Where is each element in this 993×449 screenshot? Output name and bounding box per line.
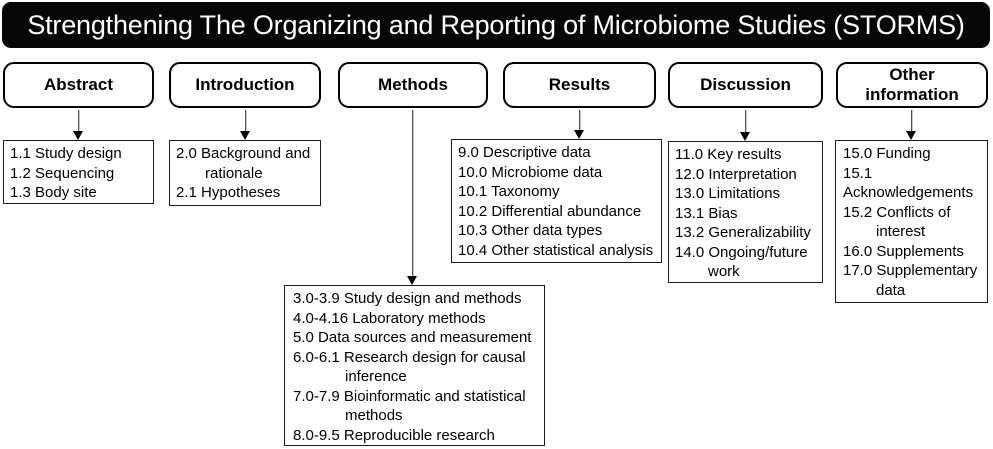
- list-item: 14.0 Ongoing/future work: [675, 243, 808, 281]
- list-item: 15.0 Funding: [843, 145, 931, 162]
- list-item: 4.0-4.16 Laboratory methods: [293, 309, 486, 327]
- section-header-methods: Methods: [338, 62, 488, 108]
- section-header-label: Abstract: [44, 75, 113, 94]
- arrow-down-icon: [906, 131, 916, 140]
- list-item: 11.0 Key results: [675, 146, 782, 163]
- section-header-label: Methods: [378, 75, 448, 94]
- list-item: 1.1 Study design: [10, 145, 122, 162]
- arrow-down-icon: [407, 276, 417, 285]
- arrow-discussion: [740, 110, 751, 141]
- list-item: 15.1 Acknowledgements: [843, 164, 974, 202]
- list-item: 10.3 Other data types: [458, 222, 603, 239]
- section-header-other-information: Other information: [836, 62, 988, 108]
- list-item: 17.0 Supplementary data: [843, 262, 978, 299]
- list-item: 2.1 Hypotheses: [176, 184, 281, 201]
- arrow-line: [910, 110, 913, 131]
- section-header-label: Discussion: [700, 75, 791, 94]
- list-item: 9.0 Descriptive data: [458, 144, 591, 161]
- section-header-label: Introduction: [195, 75, 295, 94]
- arrow-other-information: [906, 110, 917, 140]
- list-item: 10.2 Differential abundance: [458, 202, 642, 220]
- arrow-line: [77, 110, 80, 131]
- list-item: 10.1 Taxonomy: [458, 183, 560, 200]
- list-item: 2.0 Background and rationale: [176, 145, 311, 182]
- section-items-methods: 3.0-3.9 Study design and methods 4.0-4.16…: [284, 285, 545, 446]
- arrow-down-icon: [73, 131, 83, 140]
- arrow-down-icon: [574, 130, 584, 139]
- section-items-introduction: 2.0 Background and rationale 2.1 Hypothes…: [169, 140, 321, 206]
- section-header-introduction: Introduction: [169, 62, 321, 108]
- arrow-abstract: [73, 110, 84, 140]
- list-item: 7.0-7.9 Bioinformatic and statistical me…: [293, 387, 526, 425]
- section-items-abstract: 1.1 Study design 1.2 Sequencing 1.3 Body s…: [3, 140, 154, 204]
- arrow-line: [411, 110, 414, 276]
- section-header-results: Results: [503, 62, 656, 108]
- arrow-line: [578, 110, 581, 130]
- list-item: 10.4 Other statistical analysis: [458, 241, 654, 259]
- section-items-other-information: 15.0 Funding 15.1 Acknowledgements 15.2 Co…: [835, 140, 988, 303]
- list-item: 13.0 Limitations: [675, 185, 781, 202]
- section-header-discussion: Discussion: [668, 62, 823, 108]
- list-item: 5.0 Data sources and measurement: [293, 329, 532, 346]
- list-item: 12.0 Interpretation: [675, 165, 797, 183]
- arrow-line: [744, 110, 747, 132]
- section-header-abstract: Abstract: [3, 62, 154, 108]
- list-item: 3.0-3.9 Study design and methods: [293, 290, 522, 307]
- section-items-discussion: 11.0 Key results 12.0 Interpretation 13.0 …: [668, 141, 823, 283]
- title-bar: Strengthening The Organizing and Reporti…: [2, 2, 990, 48]
- list-item: 15.2 Conflicts of interest: [843, 203, 951, 241]
- list-item: 8.0-9.5 Reproducible research: [293, 426, 495, 444]
- arrow-results: [574, 110, 585, 139]
- arrow-introduction: [240, 110, 251, 140]
- list-item: 1.2 Sequencing: [10, 164, 115, 182]
- list-item: 13.1 Bias: [675, 204, 738, 222]
- section-header-label: Results: [548, 75, 611, 94]
- arrow-down-icon: [240, 131, 250, 140]
- page-title: Strengthening The Organizing and Reporti…: [27, 9, 965, 40]
- list-item: 16.0 Supplements: [843, 242, 964, 260]
- section-header-label: Other information: [865, 65, 959, 104]
- list-item: 1.3 Body site: [10, 184, 97, 201]
- arrow-methods: [407, 110, 418, 285]
- section-items-results: 9.0 Descriptive data 10.0 Microbiome data…: [451, 139, 662, 263]
- arrow-line: [244, 110, 247, 131]
- list-item: 13.2 Generalizability: [675, 224, 811, 241]
- list-item: 6.0-6.1 Research design for causal infer…: [293, 348, 526, 386]
- arrow-down-icon: [740, 132, 750, 141]
- list-item: 10.0 Microbiome data: [458, 163, 603, 181]
